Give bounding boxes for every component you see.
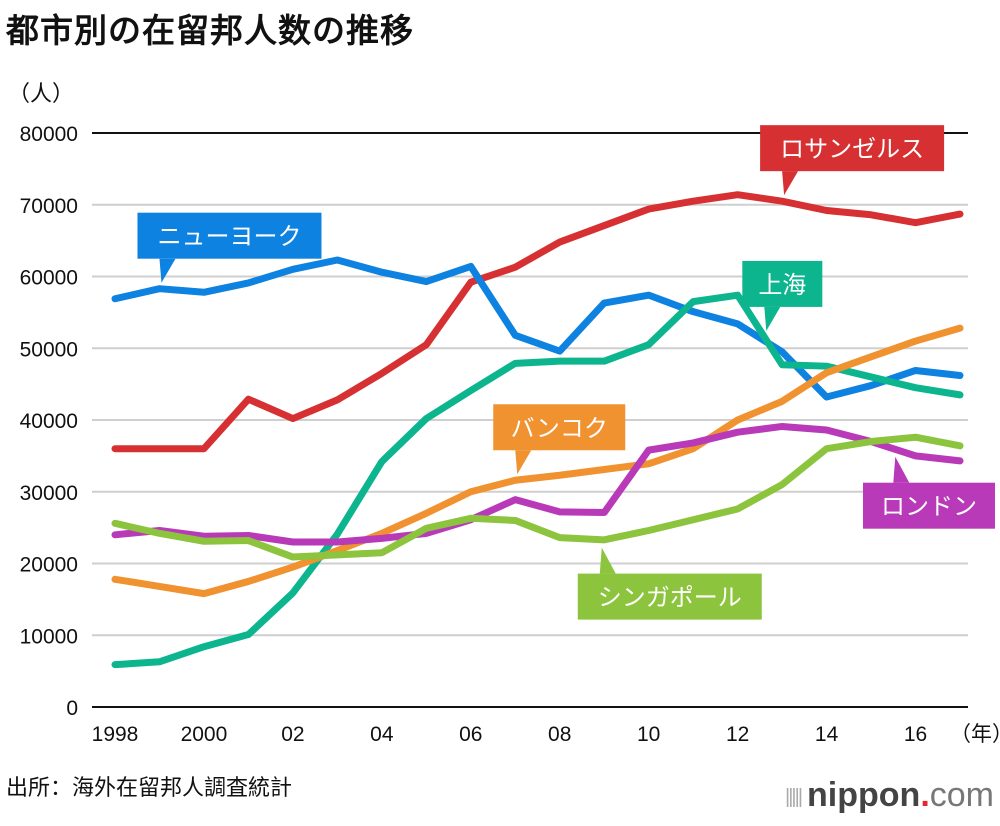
- y-tick-label: 20000: [20, 554, 78, 577]
- series-line-2: [111, 291, 964, 669]
- callout-box: [760, 125, 945, 172]
- y-tick-label: 40000: [20, 410, 78, 433]
- brand-logo: ||||| nippon.com: [785, 776, 994, 815]
- callout-box: [577, 573, 762, 620]
- callout-pointer: [599, 547, 616, 574]
- callout-pointer: [893, 456, 910, 483]
- series-label-text: バンコク: [511, 414, 608, 442]
- series-label-text: ロンドン: [881, 493, 977, 521]
- y-tick-label: 50000: [20, 338, 78, 361]
- x-tick-label: 12: [726, 723, 749, 746]
- brand-suffix: com: [929, 776, 994, 814]
- x-tick-label: 02: [281, 723, 304, 746]
- x-axis-unit-label: （年）: [950, 723, 1000, 746]
- x-tick-label: 08: [548, 723, 571, 746]
- y-axis-unit-label: （人）: [8, 82, 75, 107]
- series-line-1: [111, 256, 964, 401]
- callout-pointer: [515, 450, 532, 475]
- series-line-0: [111, 191, 964, 453]
- x-tick-label: 14: [815, 723, 839, 746]
- series-line-4: [111, 422, 964, 546]
- series-label-5: シンガポール: [577, 547, 762, 620]
- x-axis-ticks: 1998 2000 02 04 06 08 10 12 14 16: [92, 723, 928, 746]
- series-label-text: シンガポール: [598, 584, 742, 612]
- x-tick-label: 10: [637, 723, 660, 746]
- x-tick-label: 04: [370, 723, 394, 746]
- series-label-4: ロンドン: [863, 456, 995, 529]
- series-label-text: 上海: [758, 271, 806, 299]
- series-line-5: [111, 433, 964, 561]
- y-tick-label: 0: [66, 697, 78, 720]
- y-tick-label: 70000: [20, 195, 78, 218]
- series-lines: [111, 191, 964, 669]
- x-tick-label: 2000: [181, 723, 228, 746]
- callout-box: [137, 212, 322, 259]
- series-label-text: ニューヨーク: [157, 223, 301, 251]
- source-note: 出所：海外在留邦人調査統計: [6, 776, 293, 801]
- y-tick-label: 60000: [20, 267, 78, 290]
- callout-pointer: [159, 258, 176, 283]
- callout-pointer: [764, 306, 781, 331]
- x-tick-label: 1998: [92, 723, 139, 746]
- x-tick-label: 06: [459, 723, 482, 746]
- brand-dot: .: [920, 776, 930, 814]
- chart-title: 都市別の在留邦人数の推移: [6, 11, 414, 50]
- y-tick-label: 80000: [20, 123, 78, 146]
- callout-box: [742, 260, 823, 307]
- series-label-text: ロサンゼルス: [780, 135, 924, 163]
- series-line-3: [111, 324, 964, 598]
- x-tick-label: 16: [904, 723, 927, 746]
- y-axis-ticks: 0 10000 20000 30000 40000 50000 60000 70000 8000…: [20, 123, 78, 720]
- series-label-0: ロサンゼルス: [760, 125, 945, 196]
- series-label-1: ニューヨーク: [137, 212, 322, 283]
- brand-mark-icon: |||||: [785, 785, 803, 808]
- brand-main: nippon: [807, 776, 921, 814]
- callout-box: [493, 404, 626, 451]
- series-label-2: 上海: [742, 260, 823, 331]
- callout-pointer: [782, 171, 799, 196]
- callout-box: [863, 482, 995, 529]
- y-tick-label: 10000: [20, 625, 78, 648]
- y-tick-label: 30000: [20, 482, 78, 505]
- series-label-3: バンコク: [493, 404, 626, 475]
